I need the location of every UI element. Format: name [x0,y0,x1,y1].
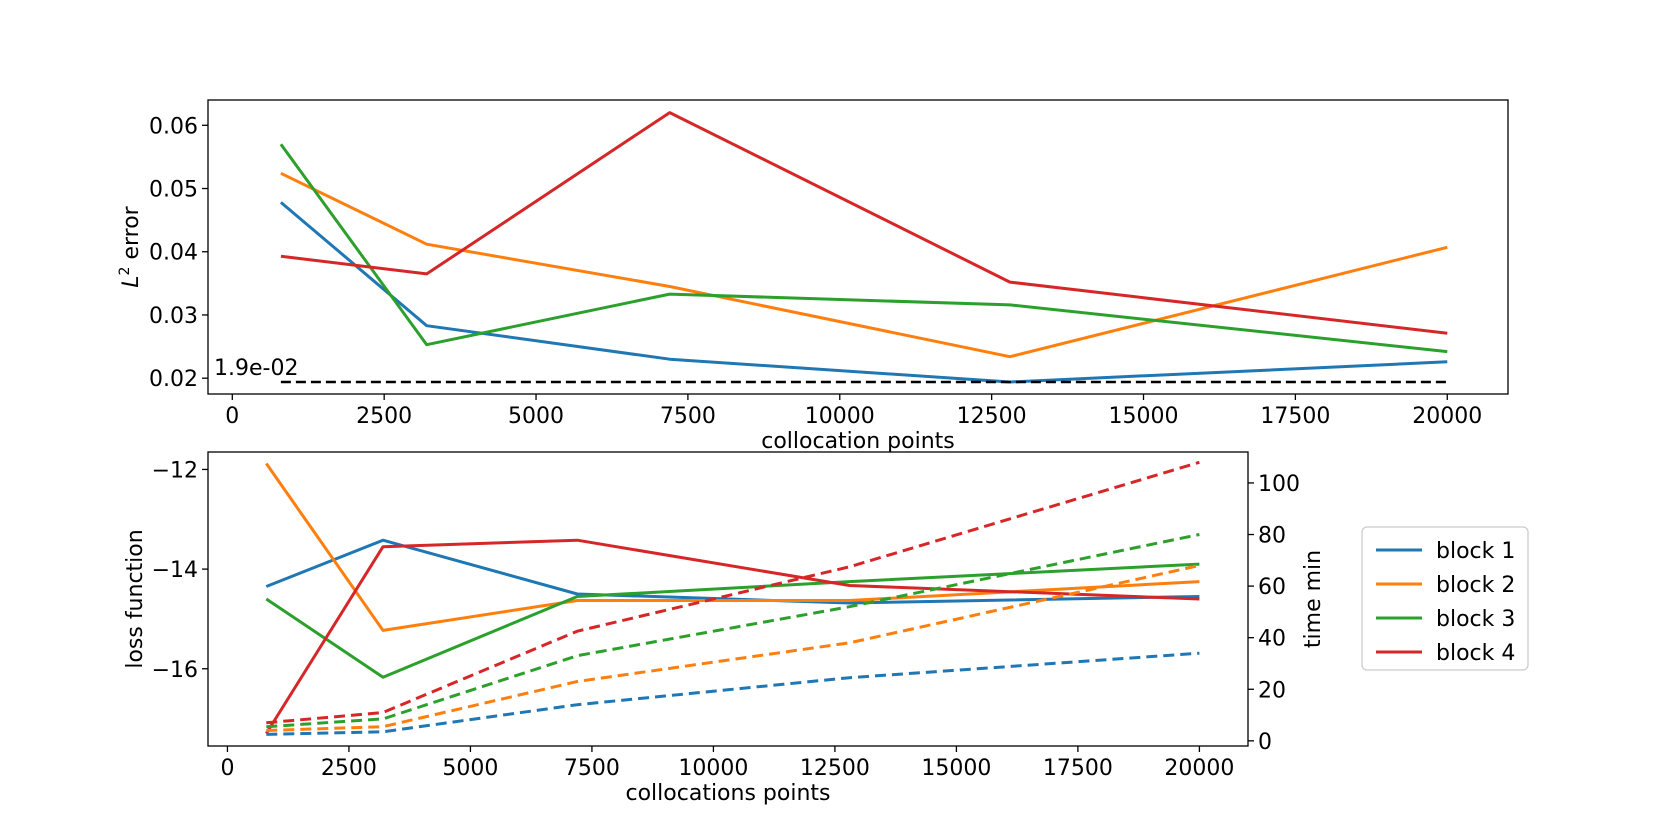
x-tick-label: 20000 [1412,404,1482,429]
l2-error-y-label-text: error [119,205,144,266]
loss-line-block-4 [265,538,1200,735]
legend-label: block 4 [1436,641,1515,666]
y-tick-label: 0.03 [149,304,198,329]
loss-x-axis-label: collocations points [626,781,831,806]
l2-error-y-label-symbol: L [119,275,144,287]
loss-line-block-2 [265,462,1200,632]
x-tick-label: 12500 [957,404,1027,429]
loss-time-series [265,460,1200,736]
x-tick-label: 2500 [321,756,377,781]
l2-error-x-ticks: 0 2500 5000 7500 10000 12500 15000 17500 20000 [225,394,1482,429]
x-tick-label: 2500 [356,404,412,429]
x-tick-label: 7500 [564,756,620,781]
x-tick-label: 15000 [1109,404,1179,429]
loss-y-axis-label: loss function [123,529,148,668]
x-tick-label: 17500 [1260,404,1330,429]
y2-tick-label: 40 [1258,627,1286,652]
l2-error-y-label-superscript: 2 [117,267,133,276]
l2-error-x-axis-label: collocation points [761,429,955,454]
l2-error-y-axis-label: L2 error [117,205,144,287]
time-line-3 [266,533,1200,729]
x-tick-label: 0 [225,404,239,429]
l2-error-plot-frame [207,99,1509,395]
l2-error-line-block-4 [280,111,1448,335]
x-tick-label: 5000 [442,756,498,781]
x-tick-label: 7500 [660,404,716,429]
loss-time-panel: 0 2500 5000 7500 10000 12500 15000 17500 20000 −… [123,451,1326,806]
x-tick-label: 12500 [800,756,870,781]
loss-y-ticks: −12 −14 −16 [152,458,208,683]
x-tick-label: 5000 [508,404,564,429]
legend-items: block 1 block 2 block 3 block 4 [1376,539,1515,666]
y-tick-label: −16 [152,658,198,683]
reference-line-label: 1.9e-02 [214,356,298,381]
time-line-2 [266,564,1200,732]
l2-error-panel: 0 2500 5000 7500 10000 12500 15000 17500 20000 0… [117,99,1509,454]
y-tick-label: −12 [152,458,198,483]
loss-x-ticks: 0 2500 5000 7500 10000 12500 15000 17500 20000 [220,746,1234,781]
loss-time-plot-frame [207,451,1249,747]
legend-label: block 2 [1436,573,1515,598]
l2-error-line-block-3 [279,143,1448,354]
time-y-ticks: 0 20 40 60 80 100 [1248,472,1300,755]
l2-error-series [279,111,1448,384]
legend-label: block 3 [1436,607,1515,632]
time-y-axis-label: time min [1301,550,1326,648]
y-tick-label: −14 [152,558,198,583]
x-tick-label: 0 [220,756,234,781]
l2-error-y-ticks: 0.02 0.03 0.04 0.05 0.06 [149,114,208,392]
y2-tick-label: 0 [1258,730,1272,755]
loss-line-block-1 [265,538,1200,605]
time-line-1 [266,651,1200,736]
y2-tick-label: 100 [1258,472,1300,497]
x-tick-label: 10000 [678,756,748,781]
y-tick-label: 0.06 [149,114,198,139]
y2-tick-label: 60 [1258,575,1286,600]
time-line-4 [266,460,1200,725]
loss-line-block-3 [265,562,1200,679]
y2-tick-label: 80 [1258,524,1286,549]
x-tick-label: 20000 [1164,756,1234,781]
x-tick-label: 15000 [921,756,991,781]
x-tick-label: 10000 [805,404,875,429]
y-tick-label: 0.05 [149,178,198,203]
legend: block 1 block 2 block 3 block 4 [1361,526,1529,671]
x-tick-label: 17500 [1043,756,1113,781]
legend-label: block 1 [1436,539,1515,564]
y-tick-label: 0.02 [149,367,198,392]
y-tick-label: 0.04 [149,241,198,266]
l2-error-line-block-1 [279,201,1448,384]
y2-tick-label: 20 [1258,678,1286,703]
legend-box [1361,526,1529,671]
